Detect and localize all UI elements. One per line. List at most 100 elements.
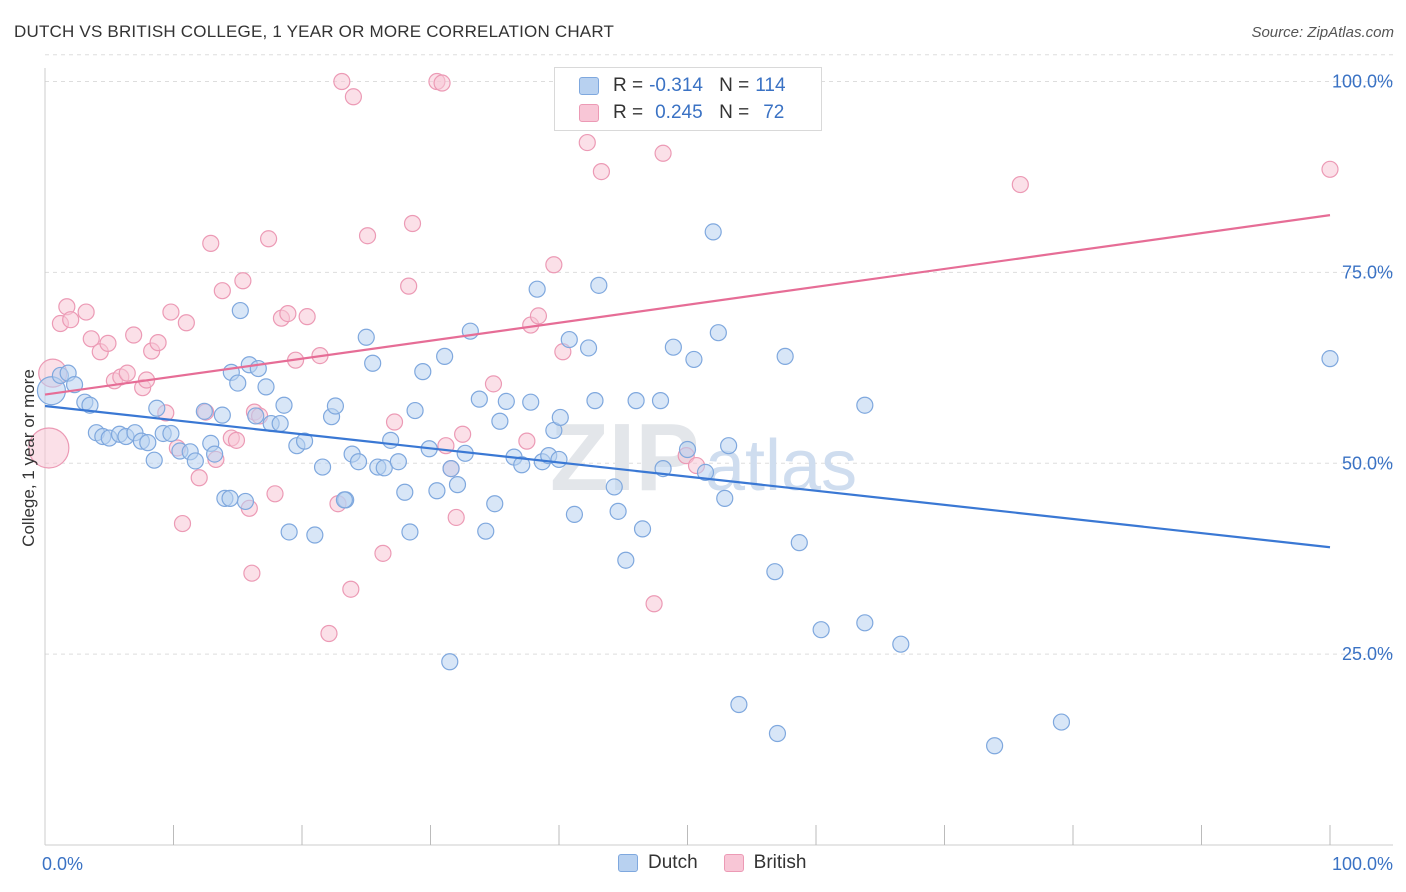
legend-row-dutch: R = -0.314 N = 114 — [579, 73, 792, 99]
trend-layer — [44, 214, 1331, 549]
dutch-point — [81, 396, 99, 414]
dutch-point — [586, 392, 604, 410]
dutch-point — [186, 452, 204, 470]
british-point — [578, 133, 596, 152]
dutch-r-label: R = — [613, 75, 644, 96]
british-n-value: 72 — [763, 102, 785, 123]
british-point — [266, 485, 284, 503]
british-point — [227, 431, 246, 449]
dutch-point — [617, 551, 635, 569]
y-tick-label: 50.0% — [1342, 453, 1393, 473]
british-point — [592, 162, 611, 181]
dutch-point — [382, 431, 400, 449]
dutch-point — [551, 408, 569, 427]
dutch-point — [768, 724, 787, 743]
dutch-point — [295, 432, 314, 450]
british-trend-line — [44, 214, 1331, 396]
dutch-point — [528, 280, 546, 298]
y-axis-title: College, 1 year or more — [19, 369, 38, 547]
dutch-point — [678, 440, 697, 459]
dutch-point — [590, 276, 608, 294]
dutch-point — [271, 414, 289, 433]
british-point — [125, 326, 143, 344]
british-point — [400, 277, 418, 295]
dutch-point — [1321, 350, 1339, 368]
british-point — [173, 514, 192, 533]
dutch-swatch — [579, 77, 599, 95]
british-point — [213, 282, 231, 300]
dutch-point — [364, 354, 382, 372]
british-point — [202, 234, 220, 252]
dutch-point — [213, 406, 231, 424]
dutch-point — [522, 393, 540, 411]
dutch-point — [513, 456, 531, 474]
dutch-point — [651, 392, 670, 410]
british-point — [118, 364, 136, 382]
dutch-point — [247, 407, 265, 425]
dutch-point — [221, 489, 239, 507]
british-point — [333, 72, 351, 91]
british-point — [529, 307, 548, 325]
correlation-legend: R = -0.314 N = 114 R = 0.245 N = 72 — [554, 67, 822, 131]
dutch-point — [396, 483, 414, 501]
dutch-point — [65, 376, 84, 394]
dutch-point — [145, 451, 163, 469]
dutch-point — [664, 338, 682, 356]
dutch-n-value: 114 — [755, 75, 786, 96]
british-point — [298, 308, 316, 326]
dutch-point — [486, 495, 504, 513]
british-point — [385, 413, 404, 431]
british-point — [433, 74, 451, 92]
british-point — [162, 303, 180, 321]
series-legend: Dutch British — [618, 852, 832, 874]
dutch-points — [36, 223, 1339, 755]
dutch-point — [685, 350, 703, 369]
dutch-point — [428, 482, 446, 500]
chart-title: DUTCH VS BRITISH COLLEGE, 1 YEAR OR MORE… — [14, 22, 615, 41]
british-point — [243, 564, 261, 582]
dutch-point — [560, 330, 578, 349]
dutch-point — [1052, 713, 1071, 731]
dutch-point — [280, 523, 298, 541]
legend-item-british[interactable]: British — [723, 852, 806, 874]
x-tick-label: 0.0% — [42, 854, 83, 874]
dutch-point — [609, 502, 627, 520]
dutch-point — [704, 223, 722, 241]
dutch-point — [414, 363, 432, 381]
dutch-point — [766, 563, 784, 581]
dutch-point — [497, 392, 515, 411]
dutch-point — [605, 478, 623, 496]
dutch-point — [470, 390, 488, 408]
dutch-legend-label: Dutch — [648, 852, 698, 873]
dutch-point — [148, 399, 166, 417]
dutch-point — [812, 621, 830, 639]
british-point — [454, 425, 472, 443]
british-point — [447, 508, 465, 527]
dutch-point — [776, 347, 794, 365]
dutch-point — [195, 402, 213, 420]
dutch-point — [275, 396, 293, 414]
dutch-point — [856, 396, 874, 414]
legend-item-dutch[interactable]: Dutch — [618, 852, 698, 874]
british-legend-swatch — [723, 854, 744, 872]
dutch-point — [229, 374, 247, 392]
british-point — [77, 303, 95, 321]
dutch-point — [477, 522, 495, 540]
watermark: ZIP atlas — [550, 404, 857, 511]
british-point — [28, 427, 70, 469]
british-point — [149, 334, 167, 352]
dutch-point — [335, 491, 354, 509]
dutch-point — [357, 328, 375, 346]
dutch-point — [206, 445, 224, 463]
dutch-point — [436, 347, 454, 365]
british-r-value: 0.245 — [655, 102, 703, 123]
dutch-point — [730, 695, 748, 714]
dutch-point — [231, 301, 249, 320]
dutch-point — [349, 453, 368, 471]
british-point — [177, 314, 195, 332]
british-points — [28, 72, 1339, 643]
british-point — [358, 227, 377, 245]
dutch-r-value: -0.314 — [649, 75, 703, 96]
dutch-point — [306, 526, 324, 544]
